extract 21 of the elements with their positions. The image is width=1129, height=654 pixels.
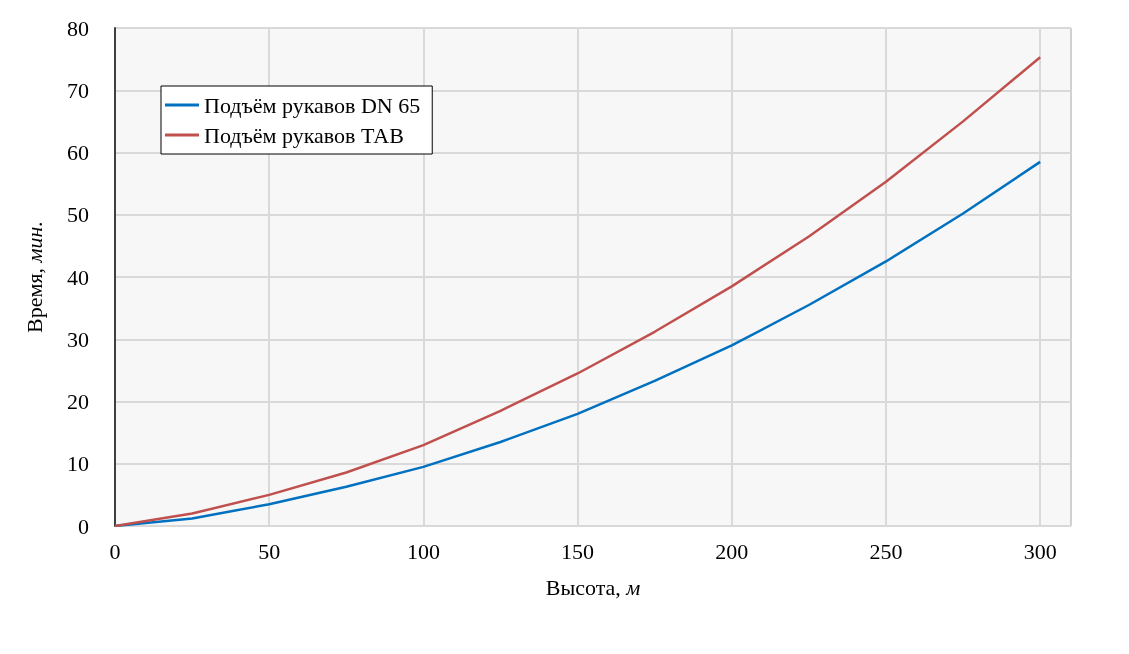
y-tick-label: 70 xyxy=(67,77,89,103)
y-tick-label: 30 xyxy=(67,326,89,352)
legend-label: Подъём рукавов DN 65 xyxy=(204,92,421,118)
x-axis-title: Высота, м xyxy=(545,574,641,600)
x-tick-label: 0 xyxy=(109,538,121,564)
y-tick-label: 80 xyxy=(67,15,89,41)
y-axis-title: Время, мин. xyxy=(21,221,47,333)
x-tick-label: 50 xyxy=(258,538,281,564)
x-tick-label: 150 xyxy=(561,538,595,564)
line-series xyxy=(113,56,1042,528)
y-tick-label: 60 xyxy=(67,140,89,165)
y-tick-label: 40 xyxy=(67,264,89,290)
y-tick-label: 20 xyxy=(67,389,89,414)
y-tick-label: 10 xyxy=(67,451,89,477)
x-tick-label: 100 xyxy=(406,538,440,564)
y-tick-label: 50 xyxy=(67,202,89,228)
x-tick-label: 200 xyxy=(715,538,749,564)
legend-label: Подъём рукавов ТАВ xyxy=(204,122,404,148)
y-tick-label: 0 xyxy=(78,513,89,539)
x-tick-label: 300 xyxy=(1023,538,1057,564)
x-tick-label: 250 xyxy=(869,538,903,564)
